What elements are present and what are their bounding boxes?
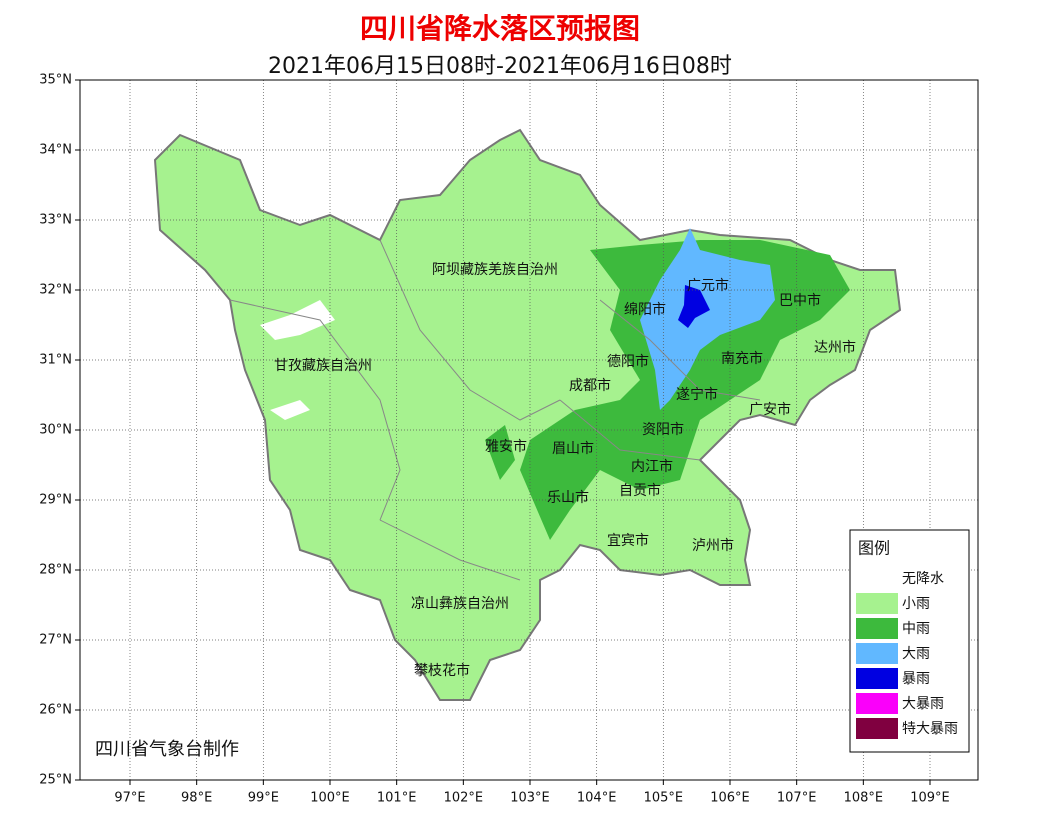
- region-label: 南充市: [721, 350, 763, 367]
- legend-label: 小雨: [902, 596, 930, 612]
- x-tick-label: 101°E: [377, 791, 417, 806]
- region-label: 绵阳市: [624, 301, 666, 318]
- legend-label: 暴雨: [902, 671, 930, 687]
- credit: 四川省气象台制作: [95, 739, 239, 760]
- y-tick-label: 34°N: [39, 143, 72, 158]
- x-tick-label: 97°E: [114, 791, 145, 806]
- legend-label: 特大暴雨: [902, 721, 958, 737]
- subtitle: 2021年06月15日08时-2021年06月16日08时: [268, 54, 732, 79]
- y-tick-label: 30°N: [39, 423, 72, 438]
- region-label: 遂宁市: [676, 386, 718, 403]
- y-tick-label: 32°N: [39, 283, 72, 298]
- x-tick-label: 107°E: [777, 791, 817, 806]
- region-label: 阿坝藏族羌族自治州: [432, 262, 558, 278]
- legend-swatch: [856, 718, 898, 739]
- region-label: 内江市: [631, 458, 673, 475]
- legend-label: 大暴雨: [902, 696, 944, 712]
- region-label: 达州市: [814, 339, 856, 356]
- region-label: 泸州市: [692, 537, 734, 554]
- region-label: 甘孜藏族自治州: [274, 358, 372, 374]
- legend-swatch: [856, 568, 898, 589]
- x-tick-label: 102°E: [444, 791, 484, 806]
- region-label: 攀枝花市: [414, 662, 470, 679]
- province-map: [153, 128, 902, 701]
- x-tick-label: 106°E: [710, 791, 750, 806]
- legend-label: 大雨: [902, 646, 930, 662]
- region-label: 眉山市: [552, 440, 594, 457]
- y-tick-label: 31°N: [39, 353, 72, 368]
- y-tick-label: 25°N: [39, 773, 72, 788]
- x-tick-label: 108°E: [844, 791, 884, 806]
- x-tick-label: 103°E: [510, 791, 550, 806]
- x-tick-label: 104°E: [577, 791, 617, 806]
- y-tick-label: 27°N: [39, 633, 72, 648]
- legend-label: 中雨: [902, 621, 930, 637]
- legend-box: [849, 529, 970, 753]
- region-label: 德阳市: [607, 353, 649, 370]
- x-tick-label: 105°E: [644, 791, 684, 806]
- region-label: 宜宾市: [607, 532, 649, 549]
- region-label: 乐山市: [547, 489, 589, 506]
- y-tick-label: 33°N: [39, 213, 72, 228]
- legend-label: 无降水: [902, 571, 944, 587]
- x-tick-label: 100°E: [310, 791, 350, 806]
- title: 四川省降水落区预报图: [360, 12, 640, 45]
- y-tick-label: 28°N: [39, 563, 72, 578]
- y-tick-label: 26°N: [39, 703, 72, 718]
- y-tick-label: 29°N: [39, 493, 72, 508]
- region-label: 凉山彝族自治州: [411, 596, 509, 612]
- legend-swatch: [856, 593, 898, 614]
- region-label: 雅安市: [485, 438, 527, 455]
- x-tick-label: 99°E: [248, 791, 279, 806]
- x-tick-label: 109°E: [910, 791, 950, 806]
- y-tick-label: 35°N: [39, 73, 72, 88]
- legend-swatch: [856, 668, 898, 689]
- region-label: 成都市: [569, 377, 611, 394]
- x-tick-label: 98°E: [181, 791, 212, 806]
- region-label: 广元市: [687, 277, 729, 294]
- region-label: 自贡市: [619, 482, 661, 499]
- region-label: 广安市: [749, 401, 791, 418]
- legend-title: 图例: [858, 539, 890, 558]
- legend-swatch: [856, 643, 898, 664]
- legend-swatch: [856, 693, 898, 714]
- region-label: 资阳市: [642, 421, 684, 438]
- region-label: 巴中市: [779, 292, 821, 309]
- legend-swatch: [856, 618, 898, 639]
